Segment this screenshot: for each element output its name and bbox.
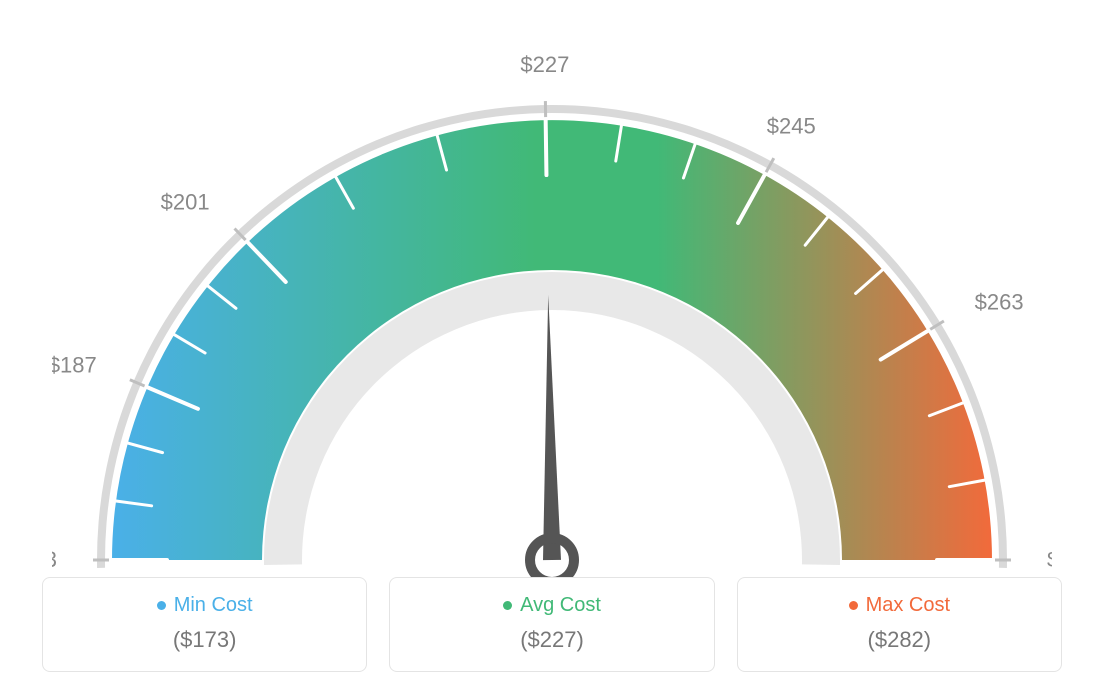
gauge-tick-label: $245: [767, 114, 816, 139]
gauge-tick-label: $173: [52, 547, 57, 572]
legend-card-min: Min Cost ($173): [42, 577, 367, 672]
legend-card-max: Max Cost ($282): [737, 577, 1062, 672]
legend-dot-avg: [503, 601, 512, 610]
legend-dot-min: [157, 601, 166, 610]
legend-value-min: ($173): [63, 627, 346, 653]
legend-label-max: Max Cost: [866, 594, 950, 617]
legend-label-avg: Avg Cost: [520, 594, 601, 617]
legend-value-avg: ($227): [410, 627, 693, 653]
legend-row: Min Cost ($173) Avg Cost ($227) Max Cost…: [42, 577, 1062, 672]
gauge-tick: [546, 120, 547, 175]
legend-title-min: Min Cost: [157, 594, 253, 617]
gauge-tick-label: $263: [975, 289, 1024, 314]
legend-dot-max: [849, 601, 858, 610]
legend-card-avg: Avg Cost ($227): [389, 577, 714, 672]
gauge-tick-label: $282: [1047, 547, 1052, 572]
gauge-svg: $173 $187 $201 $227 $245 $263 $282: [52, 20, 1052, 580]
legend-title-max: Max Cost: [849, 594, 950, 617]
gauge-needle: [543, 295, 561, 560]
legend-label-min: Min Cost: [174, 594, 253, 617]
legend-value-max: ($282): [758, 627, 1041, 653]
legend-title-avg: Avg Cost: [503, 594, 601, 617]
gauge-tick-label: $227: [520, 52, 569, 77]
gauge-tick-label: $187: [52, 353, 97, 378]
cost-gauge: $173 $187 $201 $227 $245 $263 $282: [52, 20, 1052, 580]
gauge-tick-label: $201: [161, 189, 210, 214]
